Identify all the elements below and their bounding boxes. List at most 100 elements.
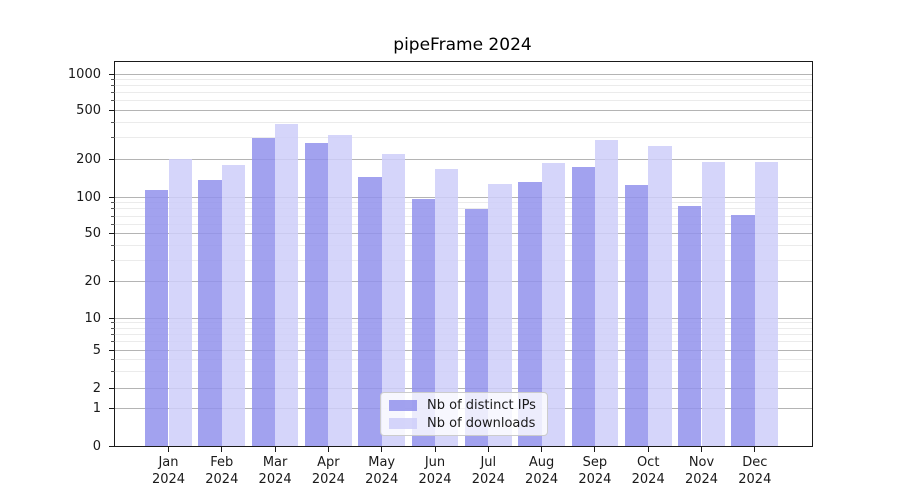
y-minor-tick-mark <box>111 100 115 102</box>
gridline-minor <box>115 208 812 210</box>
gridline-minor <box>115 215 812 217</box>
bar-downloads-sep <box>594 140 619 446</box>
y-tick-mark <box>109 317 115 319</box>
legend: Nb of distinct IPs Nb of downloads <box>380 392 548 436</box>
y-minor-tick-mark <box>111 223 115 225</box>
bar-distinct-ips-jul <box>464 208 489 446</box>
y-tick-mark <box>109 408 115 410</box>
x-tick-year: 2024 <box>418 472 452 487</box>
gridline-major <box>115 349 812 351</box>
y-tick-mark <box>109 387 115 389</box>
x-tick-month: Jan <box>158 455 179 470</box>
bar-downloads-may <box>381 153 406 446</box>
y-tick-label: 5 <box>92 342 101 358</box>
x-tick-year: 2024 <box>525 472 559 487</box>
legend-item-distinct-ips: Nb of distinct IPs <box>381 398 547 413</box>
gridline-minor <box>115 85 812 87</box>
gridline-minor <box>115 245 812 247</box>
gridline-minor <box>115 79 812 81</box>
x-tick-mark <box>221 446 223 452</box>
x-tick-label: Feb 2024 <box>177 454 267 488</box>
bar-distinct-ips-apr <box>305 142 329 446</box>
x-tick-year: 2024 <box>631 472 665 487</box>
y-tick-label: 50 <box>84 226 101 242</box>
x-tick-mark <box>701 446 702 452</box>
legend-swatch-downloads <box>389 417 417 429</box>
bar-downloads-dec <box>754 162 779 446</box>
gridline-minor <box>115 92 812 94</box>
x-tick-label: Dec 2024 <box>710 454 800 488</box>
y-tick-mark <box>109 233 115 235</box>
x-tick-month: Oct <box>636 455 660 470</box>
gridline-major <box>115 233 812 235</box>
y-tick-mark <box>109 349 115 351</box>
x-tick-month: Sep <box>582 455 608 470</box>
gridline-minor <box>115 100 812 102</box>
x-tick-mark <box>754 446 756 452</box>
y-tick-label: 100 <box>76 189 101 205</box>
bar-distinct-ips-nov <box>678 206 702 446</box>
bar-distinct-ips-may <box>358 177 382 446</box>
x-tick-year: 2024 <box>471 472 505 487</box>
gridline-minor <box>115 322 812 324</box>
x-tick-label: Jan 2024 <box>124 454 214 488</box>
bar-distinct-ips-jun <box>411 199 435 446</box>
bar-downloads-apr <box>328 134 352 446</box>
bar-distinct-ips-aug <box>518 182 542 446</box>
x-tick-month: Nov <box>688 455 715 470</box>
plot-area: 0 1 2 5 10 20 50 100 200 500 1000 Jan 2024 Feb 2024 Mar… <box>68 61 813 487</box>
x-tick-mark <box>594 446 596 452</box>
bar-distinct-ips-feb <box>198 179 222 446</box>
x-tick-month: Aug <box>528 455 555 470</box>
gridline-major <box>115 317 812 319</box>
gridline-minor <box>115 121 812 123</box>
gridline-major <box>115 281 812 283</box>
x-tick-mark <box>647 446 649 452</box>
gridline-minor <box>115 358 812 360</box>
y-tick-label: 0 <box>92 438 101 454</box>
gridline-major <box>115 109 812 111</box>
y-tick-label: 200 <box>76 151 101 167</box>
y-minor-tick-mark <box>111 333 115 335</box>
x-tick-mark <box>168 446 169 452</box>
gridline-major <box>115 196 812 198</box>
x-tick-year: 2024 <box>684 472 719 487</box>
x-tick-year: 2024 <box>258 472 292 487</box>
x-tick-year: 2024 <box>205 472 239 487</box>
y-minor-tick-mark <box>111 79 115 81</box>
bar-downloads-jul <box>488 184 512 446</box>
y-minor-tick-mark <box>111 85 115 87</box>
bar-downloads-aug <box>541 162 565 446</box>
x-tick-label: Mar 2024 <box>230 454 320 488</box>
y-minor-tick-mark <box>111 121 115 123</box>
bar-downloads-jan <box>168 158 192 446</box>
x-tick-month: Jul <box>480 455 497 470</box>
bar-distinct-ips-mar <box>251 137 276 446</box>
y-minor-tick-mark <box>111 322 115 324</box>
y-minor-tick-mark <box>111 208 115 210</box>
bar-downloads-mar <box>275 123 299 446</box>
y-tick-label: 20 <box>84 274 101 290</box>
y-minor-tick-mark <box>111 370 115 372</box>
y-minor-tick-mark <box>111 341 115 343</box>
bar-downloads-oct <box>648 146 672 446</box>
x-tick-mark <box>541 446 543 452</box>
x-tick-month: Feb <box>210 455 234 470</box>
gridline-minor <box>115 370 812 372</box>
x-tick-year: 2024 <box>578 472 612 487</box>
x-tick-label: Jun 2024 <box>390 454 480 488</box>
y-tick-mark <box>109 196 115 198</box>
x-tick-month: Mar <box>262 455 288 470</box>
x-tick-year: 2024 <box>738 472 772 487</box>
bar-distinct-ips-dec <box>731 214 755 446</box>
bar-distinct-ips-sep <box>571 167 595 446</box>
y-tick-mark <box>109 158 115 160</box>
y-tick-label: 1 <box>92 401 101 417</box>
y-minor-tick-mark <box>111 358 115 360</box>
x-tick-mark <box>381 446 383 452</box>
x-tick-mark <box>434 446 436 452</box>
y-minor-tick-mark <box>111 92 115 94</box>
x-tick-label: Aug 2024 <box>497 454 587 488</box>
gridline-minor <box>115 137 812 139</box>
